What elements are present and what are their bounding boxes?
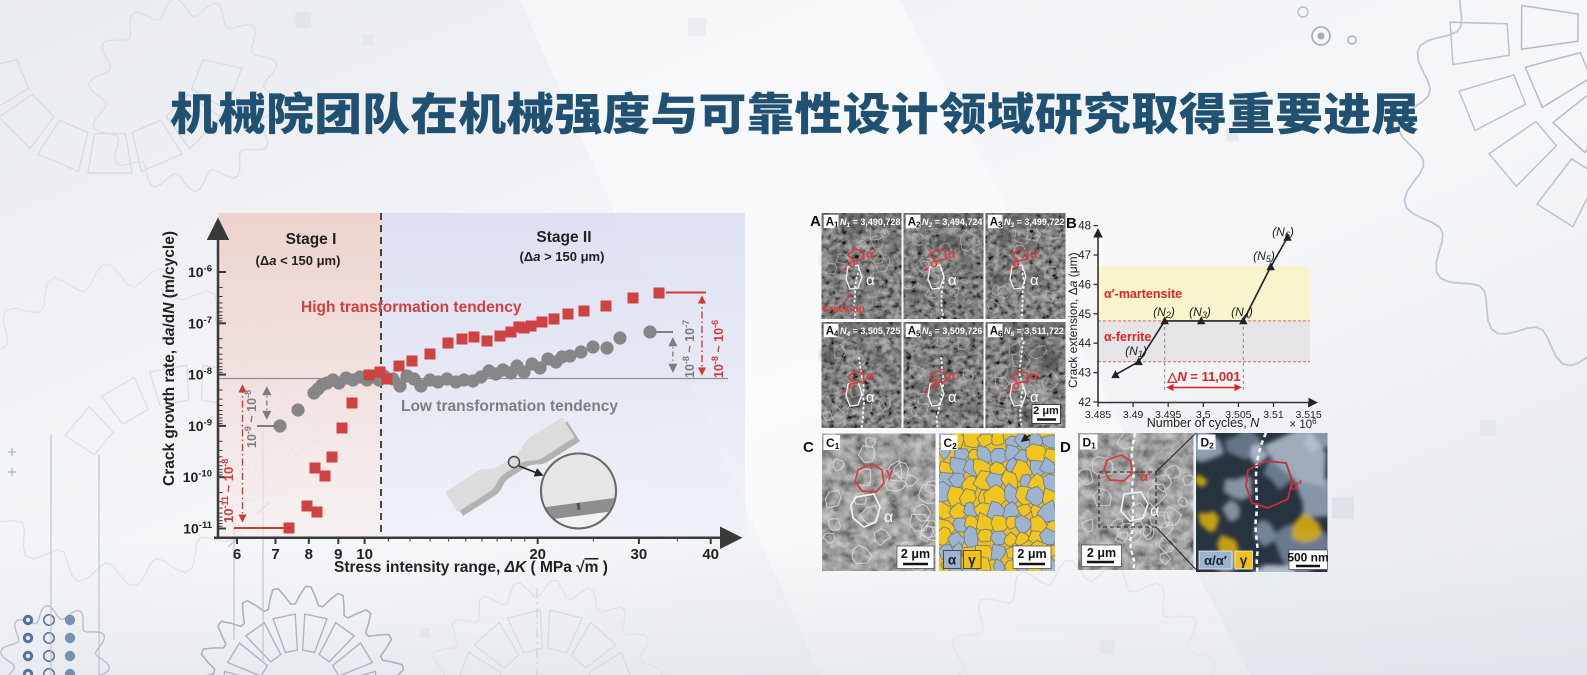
svg-text:α′: α′ (1290, 477, 1303, 493)
svg-text:α: α (1030, 272, 1039, 289)
svg-text:3.515: 3.515 (1295, 409, 1321, 421)
svg-text:44: 44 (1078, 338, 1091, 350)
svg-text:3.49: 3.49 (1123, 409, 1144, 421)
svg-text:A2: A2 (908, 216, 921, 229)
svg-text:(N3): (N3) (1189, 305, 1211, 320)
svg-text:Number of cycles, N: Number of cycles, N (1147, 416, 1261, 430)
svg-text:α′-martensite: α′-martensite (1104, 287, 1182, 301)
svg-text:A1: A1 (826, 216, 839, 229)
svg-text:10: 10 (356, 546, 373, 563)
svg-text:N5 = 3,509,726: N5 = 3,509,726 (922, 326, 982, 338)
svg-text:α/α′: α/α′ (1204, 553, 1227, 568)
svg-text:B: B (1066, 215, 1077, 232)
svg-text:△N = 11,001: △N = 11,001 (1166, 369, 1240, 384)
svg-text:N1 = 3,490,728: N1 = 3,490,728 (840, 217, 900, 229)
svg-text:× 106: × 106 (1289, 417, 1317, 431)
svg-text:Crack tip: Crack tip (822, 304, 865, 315)
svg-text:10-8 ~ 10-6: 10-8 ~ 10-6 (710, 320, 726, 378)
svg-text:45: 45 (1078, 309, 1091, 321)
svg-text:Stress intensity range, ΔK ( M: Stress intensity range, ΔK ( MPa √m ) (334, 559, 608, 576)
svg-text:α: α (948, 389, 957, 406)
svg-text:(N4): (N4) (1231, 305, 1253, 320)
svg-text:40: 40 (702, 546, 719, 563)
svg-text:α′: α′ (1140, 469, 1151, 484)
svg-text:A5: A5 (908, 325, 921, 338)
svg-text:α′: α′ (866, 247, 876, 261)
svg-text:α′: α′ (866, 369, 876, 383)
svg-text:(N6): (N6) (1272, 225, 1294, 240)
svg-text:Stage II: Stage II (536, 229, 591, 246)
svg-text:α: α (866, 272, 875, 289)
svg-text:Low transformation tendency: Low transformation tendency (401, 398, 618, 415)
svg-text:3.485: 3.485 (1085, 409, 1111, 421)
svg-text:γ: γ (886, 465, 894, 480)
svg-text:High transformation tendency: High transformation tendency (301, 299, 522, 316)
svg-text:10-9 ~ 10-8: 10-9 ~ 10-8 (243, 390, 259, 448)
svg-text:D: D (1060, 439, 1071, 456)
svg-text:48: 48 (1078, 221, 1091, 233)
svg-text:2 μm: 2 μm (901, 547, 930, 561)
svg-text:Crack growth rate, da/dN (m/cy: Crack growth rate, da/dN (m/cycle) (161, 231, 178, 486)
svg-text:(Δa < 150 μm): (Δa < 150 μm) (256, 253, 341, 268)
svg-text:(N5): (N5) (1253, 249, 1275, 264)
svg-text:9: 9 (334, 546, 342, 563)
svg-text:A6: A6 (990, 325, 1003, 338)
svg-text:(N1): (N1) (1125, 344, 1147, 359)
svg-text:α: α (866, 389, 875, 406)
svg-text:10-8 ~ 10-7: 10-8 ~ 10-7 (681, 320, 697, 378)
svg-text:2 μm: 2 μm (1033, 405, 1059, 417)
svg-text:N6 = 3,511,722: N6 = 3,511,722 (1004, 326, 1064, 338)
svg-text:α: α (948, 272, 957, 289)
svg-text:(N2): (N2) (1153, 305, 1175, 320)
svg-text:3.5: 3.5 (1196, 409, 1211, 421)
svg-text:α: α (1030, 389, 1039, 406)
svg-text:3.51: 3.51 (1263, 409, 1284, 421)
svg-text:47: 47 (1078, 250, 1091, 262)
svg-text:42: 42 (1078, 397, 1091, 409)
svg-text:N2 = 3,494,724: N2 = 3,494,724 (922, 217, 982, 229)
svg-text:A4: A4 (826, 325, 839, 338)
svg-text:A: A (810, 213, 821, 230)
svg-text:α′: α′ (948, 247, 958, 261)
svg-text:3.495: 3.495 (1155, 409, 1181, 421)
svg-text:46: 46 (1078, 279, 1091, 291)
svg-text:A3: A3 (990, 216, 1003, 229)
svg-text:Crack extension, Δa (μm): Crack extension, Δa (μm) (1066, 252, 1080, 388)
svg-text:2 μm: 2 μm (1087, 546, 1116, 560)
svg-text:C: C (803, 439, 814, 456)
svg-text:α: α (948, 553, 957, 568)
svg-text:10-11 ~ 10-8: 10-11 ~ 10-8 (220, 459, 236, 523)
svg-text:Stage I: Stage I (286, 231, 337, 248)
svg-text:30: 30 (631, 546, 648, 563)
svg-text:20: 20 (529, 546, 546, 563)
svg-text:α′: α′ (948, 369, 958, 383)
svg-text:α: α (884, 509, 893, 526)
svg-text:7: 7 (271, 546, 279, 563)
svg-text:500 nm: 500 nm (1287, 551, 1328, 565)
svg-text:N4 = 3,505,725: N4 = 3,505,725 (840, 326, 900, 338)
svg-text:α′: α′ (1030, 247, 1040, 261)
svg-text:α: α (1150, 503, 1159, 520)
svg-text:8: 8 (305, 546, 313, 563)
svg-text:N3 = 3,499,722: N3 = 3,499,722 (1004, 217, 1064, 229)
svg-text:6: 6 (233, 546, 241, 563)
svg-text:γ: γ (968, 553, 976, 568)
svg-text:2 μm: 2 μm (1017, 547, 1046, 561)
svg-text:γ: γ (1240, 553, 1248, 568)
svg-text:43: 43 (1078, 368, 1091, 380)
svg-text:α′: α′ (1030, 369, 1040, 383)
svg-text:α-ferrite: α-ferrite (1104, 330, 1151, 344)
svg-text:3.505: 3.505 (1225, 409, 1251, 421)
svg-text:(Δa > 150 μm): (Δa > 150 μm) (520, 249, 605, 264)
